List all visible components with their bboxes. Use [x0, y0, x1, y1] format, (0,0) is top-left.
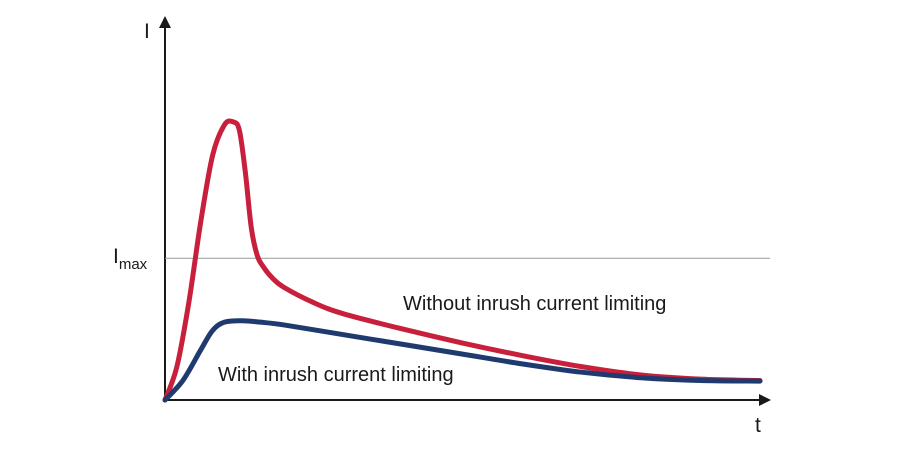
imax-label-main: I — [113, 245, 119, 268]
without-limiting-series-label: Without inrush current limiting — [403, 293, 666, 315]
with-limiting-series-line — [162, 318, 763, 403]
imax-label: Imax — [113, 245, 148, 273]
with-limiting-series-label: With inrush current limiting — [218, 364, 454, 386]
imax-label-sub: max — [119, 256, 148, 273]
y-axis-label: I — [144, 20, 150, 43]
x-axis-label: t — [755, 414, 761, 437]
without-limiting-series-line — [162, 118, 763, 403]
